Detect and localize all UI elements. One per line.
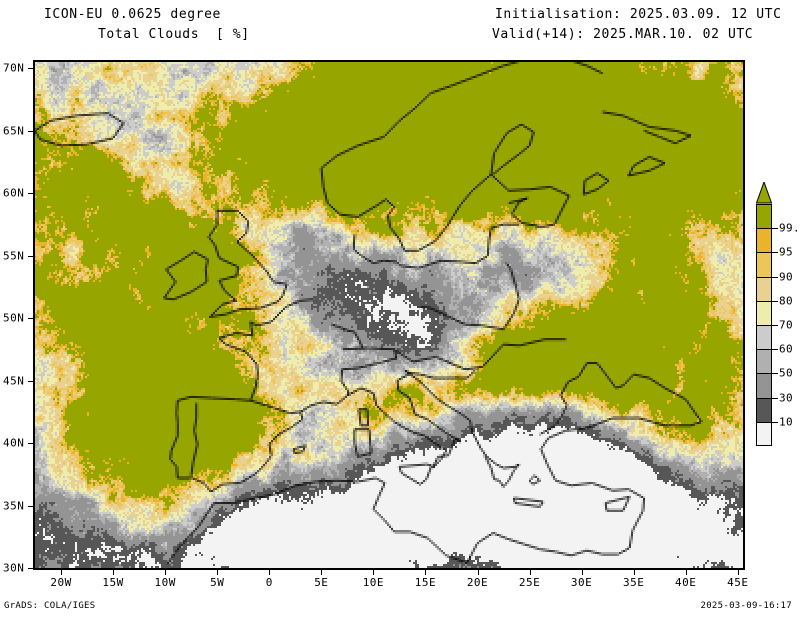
colorbar-label: 99.5 <box>779 221 800 235</box>
x-axis-label: 45E <box>727 576 749 589</box>
x-tick <box>113 570 115 575</box>
colorbar-band <box>756 252 772 277</box>
colorbar-tick <box>772 300 778 302</box>
colorbar-tick <box>772 276 778 278</box>
colorbar-band <box>756 276 772 301</box>
x-tick <box>217 570 219 575</box>
y-axis-label: 70N <box>3 61 25 75</box>
y-tick <box>28 443 33 445</box>
grads-credit: GrADS: COLA/IGES <box>4 601 96 611</box>
x-axis-label: 20E <box>466 576 489 589</box>
y-tick <box>28 193 33 195</box>
field-title: Total Clouds [ %] <box>98 27 250 42</box>
colorbar-label: 80 <box>779 294 794 308</box>
y-tick <box>28 68 33 70</box>
colorbar-band <box>756 421 772 446</box>
colorbar-label: 50 <box>779 366 794 380</box>
x-tick <box>61 570 63 575</box>
cloud-cover-raster <box>35 62 743 568</box>
render-timestamp: 2025-03-09-16:17 <box>700 601 792 611</box>
model-title: ICON-EU 0.0625 degree <box>44 7 221 22</box>
y-tick <box>28 568 33 569</box>
y-tick <box>28 130 33 132</box>
colorbar-label: 10 <box>779 415 794 429</box>
y-axis-label: 35N <box>3 499 25 513</box>
x-axis-label: 25E <box>518 576 541 589</box>
x-axis-label: 20W <box>50 576 72 589</box>
colorbar-tick <box>772 373 778 375</box>
x-axis-label: 10E <box>362 576 385 589</box>
map-frame[interactable] <box>33 60 745 570</box>
colorbar-tick <box>772 397 778 399</box>
x-tick <box>477 570 479 575</box>
colorbar-band <box>756 373 772 398</box>
y-axis-label: 40N <box>3 436 25 450</box>
y-axis-label: 50N <box>3 311 25 325</box>
colorbar-tick <box>772 349 778 351</box>
colorbar-tick <box>772 421 778 423</box>
initialisation-time: Initialisation: 2025.03.09. 12 UTC <box>495 7 782 22</box>
x-tick <box>581 570 583 575</box>
header-right: Initialisation: 2025.03.09. 12 UTC Valid… <box>400 5 800 45</box>
x-axis-label: 0 <box>265 576 273 589</box>
x-tick <box>529 570 531 575</box>
x-axis-label: 5E <box>314 576 329 589</box>
colorbar-tick <box>772 325 778 326</box>
colorbar-top-arrow <box>755 180 773 204</box>
x-axis-label: 35E <box>622 576 645 589</box>
colorbar-label: 90 <box>779 270 794 284</box>
y-axis-label: 55N <box>3 249 25 263</box>
x-tick <box>321 570 323 575</box>
x-tick <box>269 570 271 575</box>
y-axis-label: 65N <box>3 124 25 138</box>
y-axis-label: 60N <box>3 186 25 200</box>
colorbar-band <box>756 204 772 229</box>
colorbar-band <box>756 397 772 422</box>
x-tick <box>685 570 687 575</box>
y-tick <box>28 255 33 257</box>
x-axis-label: 15W <box>102 576 124 589</box>
x-axis-label: 5W <box>210 576 225 589</box>
colorbar-band <box>756 228 772 253</box>
y-tick <box>28 318 33 320</box>
colorbar-label: 30 <box>779 391 794 405</box>
colorbar-band <box>756 325 772 350</box>
x-axis-label: 30E <box>570 576 593 589</box>
colorbar-tick <box>772 252 778 254</box>
x-tick <box>425 570 427 575</box>
colorbar-label: 95 <box>779 245 794 259</box>
colorbar-label: 60 <box>779 342 794 356</box>
colorbar-band <box>756 349 772 374</box>
x-axis-label: 10W <box>154 576 176 589</box>
colorbar-tick <box>772 228 778 230</box>
y-tick <box>28 505 33 507</box>
x-tick <box>737 570 739 575</box>
header-left: ICON-EU 0.0625 degree Total Clouds [ %] <box>0 5 400 45</box>
x-tick <box>165 570 167 575</box>
x-tick <box>373 570 375 575</box>
x-axis-label: 15E <box>414 576 437 589</box>
colorbar-label: 70 <box>779 318 794 332</box>
x-tick <box>633 570 635 575</box>
valid-time: Valid(+14): 2025.MAR.10. 02 UTC <box>492 27 754 42</box>
y-axis-label: 45N <box>3 374 25 388</box>
y-axis-label: 30N <box>3 561 25 575</box>
x-axis-label: 40E <box>675 576 697 589</box>
y-tick <box>28 380 33 382</box>
colorbar[interactable] <box>756 182 772 446</box>
colorbar-band <box>756 300 772 325</box>
